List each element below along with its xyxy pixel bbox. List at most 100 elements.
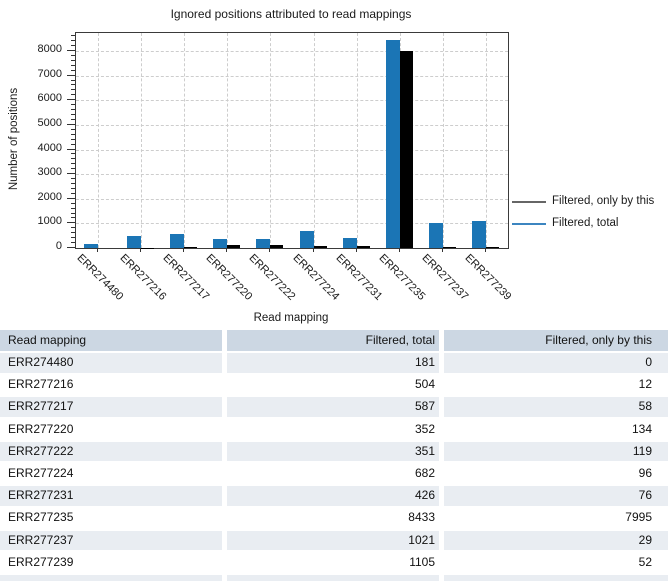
table-cell[interactable]: 426 bbox=[227, 486, 439, 506]
table-cell[interactable]: ERR277237 bbox=[0, 530, 222, 551]
y-minor-tick bbox=[71, 207, 75, 209]
x-gridline bbox=[97, 33, 99, 248]
y-gridline bbox=[76, 100, 508, 102]
y-minor-tick bbox=[71, 109, 75, 111]
table-cell[interactable]: 76 bbox=[444, 486, 668, 506]
y-minor-tick bbox=[71, 217, 75, 219]
y-minor-tick bbox=[71, 54, 75, 56]
table-cell[interactable]: ERR277239 bbox=[0, 552, 222, 573]
y-major-tick bbox=[67, 247, 75, 248]
table-cell[interactable]: 181 bbox=[227, 353, 439, 373]
y-minor-tick bbox=[71, 242, 75, 244]
y-gridline bbox=[76, 51, 508, 52]
x-gridline bbox=[443, 33, 445, 248]
results-table: Read mapping Filtered, total Filtered, o… bbox=[0, 330, 668, 581]
legend-line-icon bbox=[512, 223, 546, 225]
column-header-read-mapping[interactable]: Read mapping bbox=[0, 330, 222, 351]
y-minor-tick bbox=[71, 227, 75, 229]
y-major-tick bbox=[67, 50, 75, 51]
table-row[interactable]: ERR277237 1021 29 bbox=[0, 530, 668, 551]
plot-area bbox=[75, 32, 509, 249]
table-cell[interactable]: 1105 bbox=[227, 552, 439, 573]
y-minor-tick bbox=[71, 182, 75, 184]
x-tick bbox=[485, 248, 487, 252]
y-minor-tick bbox=[71, 192, 75, 194]
table-cell[interactable]: 682 bbox=[227, 463, 439, 484]
bar-filtered-total bbox=[83, 243, 98, 248]
table-cell[interactable]: 119 bbox=[444, 441, 668, 462]
x-tick bbox=[355, 248, 357, 252]
y-minor-tick bbox=[71, 187, 75, 189]
y-tick-label: 2000 bbox=[37, 190, 62, 203]
y-minor-tick bbox=[71, 178, 75, 180]
table-row[interactable]: ERR277231 426 76 bbox=[0, 486, 668, 506]
table-cell[interactable]: ERR277217 bbox=[0, 397, 222, 417]
y-major-tick bbox=[67, 173, 75, 175]
table-row[interactable]: ERR277216 504 12 bbox=[0, 375, 668, 395]
table-cell[interactable]: 352 bbox=[227, 419, 439, 440]
bar-filtered-only bbox=[400, 51, 413, 248]
y-minor-tick bbox=[71, 45, 75, 47]
y-minor-tick bbox=[71, 59, 75, 61]
y-minor-tick bbox=[71, 232, 75, 234]
table-cell[interactable]: ERR277216 bbox=[0, 375, 222, 395]
y-minor-tick bbox=[71, 202, 75, 204]
table-cell[interactable]: 8433 bbox=[227, 508, 439, 528]
bar-filtered-total bbox=[126, 235, 141, 248]
column-header-filtered-only[interactable]: Filtered, only by this bbox=[444, 330, 668, 351]
y-minor-tick bbox=[71, 84, 75, 86]
table-cell[interactable]: 29 bbox=[444, 530, 668, 551]
x-gridline bbox=[270, 33, 272, 248]
table-row[interactable]: ERR274480 181 0 bbox=[0, 353, 668, 373]
table-cell[interactable]: 0 bbox=[444, 353, 668, 373]
table-cell[interactable]: 7995 bbox=[444, 508, 668, 528]
table-cell[interactable]: 12 bbox=[444, 375, 668, 395]
table-cell[interactable]: 96 bbox=[444, 463, 668, 484]
bar-filtered-total bbox=[472, 220, 487, 248]
table-row[interactable]: ERR277224 682 96 bbox=[0, 463, 668, 484]
legend-item-filtered-total: Filtered, total bbox=[512, 216, 668, 230]
y-minor-tick bbox=[71, 35, 75, 37]
x-tick bbox=[183, 248, 184, 252]
table-cell[interactable]: 52 bbox=[444, 552, 668, 573]
y-tick-label: 0 bbox=[55, 240, 62, 252]
x-tick-label: ERR277239 bbox=[462, 252, 514, 303]
bar-filtered-only bbox=[486, 246, 500, 248]
table-row[interactable]: ERR277217 587 58 bbox=[0, 397, 668, 417]
table-cell[interactable]: ERR277222 bbox=[0, 441, 222, 462]
column-header-filtered-total[interactable]: Filtered, total bbox=[227, 330, 439, 351]
table-cell[interactable]: 58 bbox=[444, 397, 668, 417]
legend-line-icon bbox=[512, 201, 546, 203]
table-cell[interactable]: ERR277231 bbox=[0, 486, 222, 506]
table-header-row: Read mapping Filtered, total Filtered, o… bbox=[0, 330, 668, 351]
table-cell[interactable]: 587 bbox=[227, 397, 439, 417]
y-gridline bbox=[76, 75, 508, 77]
y-major-tick bbox=[67, 99, 75, 101]
table-row[interactable]: ERR277222 351 119 bbox=[0, 441, 668, 462]
table-row[interactable]: ERR277239 1105 52 bbox=[0, 552, 668, 573]
x-gridline bbox=[140, 33, 142, 248]
y-minor-tick bbox=[71, 158, 75, 160]
table-cell[interactable]: ERR277235 bbox=[0, 508, 222, 528]
y-tick-label: 4000 bbox=[37, 141, 62, 154]
y-minor-tick bbox=[71, 64, 75, 66]
table-cell[interactable]: 351 bbox=[227, 441, 439, 462]
y-tick-label: 6000 bbox=[37, 92, 62, 105]
y-gridline bbox=[76, 149, 508, 151]
bar-filtered-total bbox=[429, 222, 444, 248]
y-minor-tick bbox=[71, 168, 75, 170]
table-cell[interactable]: ERR277220 bbox=[0, 419, 222, 440]
y-minor-tick bbox=[71, 118, 75, 120]
table-cell[interactable]: 504 bbox=[227, 375, 439, 395]
bar-filtered-total bbox=[299, 231, 314, 248]
table-row[interactable]: ERR277235 8433 7995 bbox=[0, 508, 668, 528]
bar-filtered-only bbox=[227, 244, 241, 248]
table-cell[interactable]: 134 bbox=[444, 419, 668, 440]
table-body: ERR274480 181 0 ERR277216 504 12 ERR277217 587 5… bbox=[0, 353, 668, 573]
table-row[interactable]: ERR277220 352 134 bbox=[0, 419, 668, 440]
x-gridline bbox=[313, 33, 315, 248]
table-cell[interactable]: ERR274480 bbox=[0, 353, 222, 373]
x-gridline bbox=[184, 33, 185, 248]
table-cell[interactable]: ERR277224 bbox=[0, 463, 222, 484]
table-cell[interactable]: 1021 bbox=[227, 530, 439, 551]
